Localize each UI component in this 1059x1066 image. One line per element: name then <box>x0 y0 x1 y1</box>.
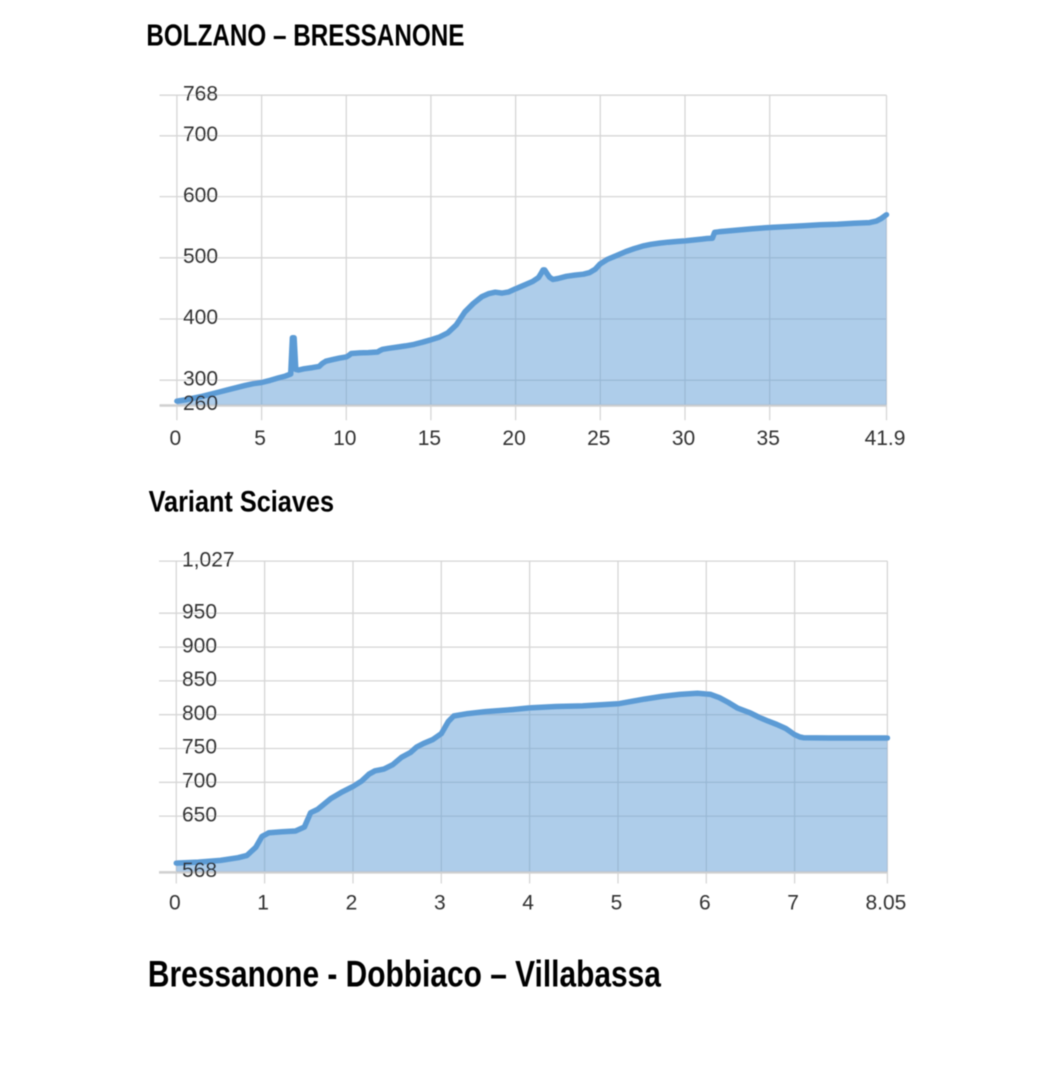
svg-text:Variant Sciaves: Variant Sciaves <box>149 485 334 518</box>
svg-text:300: 300 <box>183 367 218 390</box>
svg-text:0: 0 <box>170 427 182 450</box>
svg-text:5: 5 <box>611 892 623 915</box>
svg-text:Bressanone - Dobbiaco – Villab: Bressanone - Dobbiaco – Villabassa <box>148 954 661 995</box>
svg-text:6: 6 <box>699 892 711 915</box>
svg-text:568: 568 <box>182 859 217 882</box>
svg-text:15: 15 <box>418 427 441 450</box>
svg-text:30: 30 <box>672 427 695 450</box>
svg-text:8.05: 8.05 <box>865 892 906 915</box>
svg-text:700: 700 <box>183 123 218 146</box>
svg-text:900: 900 <box>182 634 217 657</box>
svg-text:700: 700 <box>182 770 217 793</box>
svg-text:3: 3 <box>434 892 446 915</box>
svg-text:600: 600 <box>183 184 218 207</box>
svg-text:7: 7 <box>787 892 799 915</box>
svg-text:260: 260 <box>183 392 218 415</box>
svg-text:1,027: 1,027 <box>182 548 235 571</box>
svg-text:800: 800 <box>182 702 217 725</box>
svg-text:850: 850 <box>182 668 217 691</box>
svg-text:41.9: 41.9 <box>865 427 906 450</box>
svg-text:2: 2 <box>346 892 358 915</box>
svg-text:650: 650 <box>182 803 217 826</box>
svg-text:750: 750 <box>182 736 217 759</box>
svg-text:768: 768 <box>183 82 218 105</box>
svg-text:BOLZANO – BRESSANONE: BOLZANO – BRESSANONE <box>146 18 464 53</box>
svg-text:25: 25 <box>587 427 610 450</box>
svg-text:35: 35 <box>757 427 780 450</box>
svg-text:20: 20 <box>502 427 525 450</box>
svg-text:4: 4 <box>522 892 534 915</box>
svg-text:0: 0 <box>169 892 181 915</box>
svg-text:500: 500 <box>183 245 218 268</box>
svg-text:400: 400 <box>183 306 218 329</box>
svg-text:5: 5 <box>254 427 266 450</box>
svg-text:1: 1 <box>257 892 269 915</box>
svg-text:10: 10 <box>333 427 356 450</box>
svg-text:950: 950 <box>182 600 217 623</box>
